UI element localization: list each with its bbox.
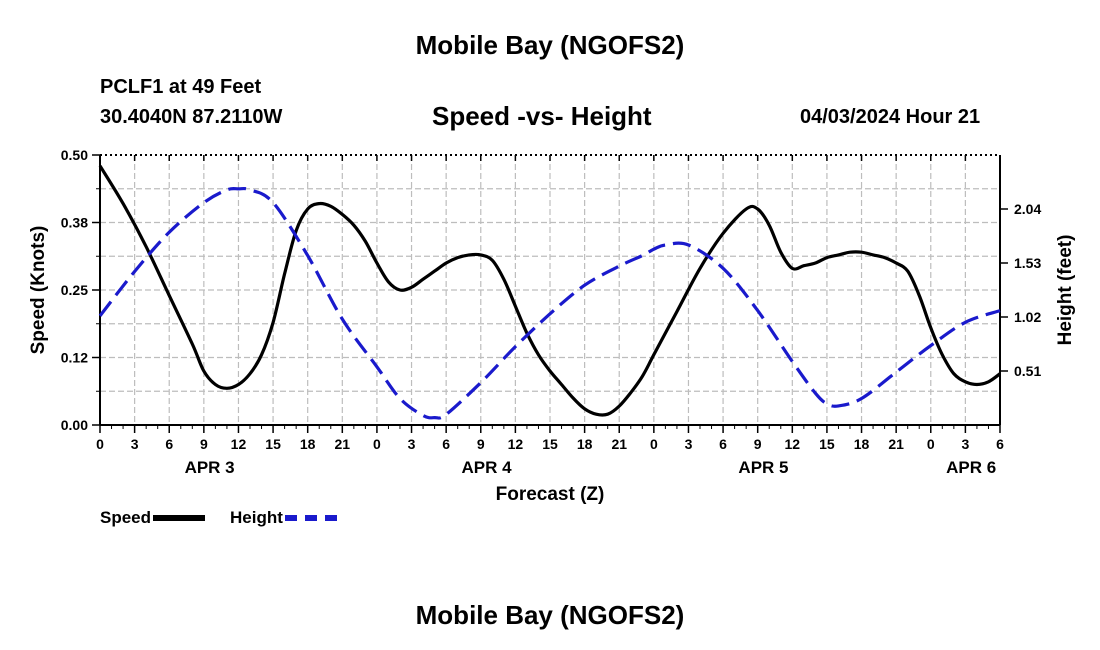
x-tick-label: 21 [611, 436, 627, 452]
x-tick-label: 3 [131, 436, 139, 452]
x-tick-label: 12 [231, 436, 247, 452]
y2-tick-label: 0.51 [1014, 363, 1041, 379]
y2-axis-title: Height (feet) [1055, 235, 1076, 346]
x-tick-label: 15 [265, 436, 281, 452]
legend-height: Height [230, 508, 337, 528]
day-label: APR 6 [946, 458, 996, 477]
x-tick-label: 15 [542, 436, 558, 452]
x-tick-label: 9 [200, 436, 208, 452]
x-tick-label: 3 [408, 436, 416, 452]
x-tick-label: 0 [96, 436, 104, 452]
chart-title: Mobile Bay (NGOFS2) [415, 30, 685, 60]
height-series-line [98, 186, 1001, 420]
speed-height-chart: 0 3 6 9 12 15 18 21 0 3 6 9 12 15 18 21 0 3 6 9 12 15 18 21 0 3 6 0… [28, 147, 1076, 505]
y2-tick-label: 1.02 [1014, 309, 1041, 325]
legend-height-swatch [284, 515, 337, 521]
day-label: APR 4 [461, 458, 512, 477]
station-label: PCLF1 at 49 Feet [100, 76, 262, 98]
grid-lines [100, 155, 1000, 425]
y-tick-label: 0.25 [61, 282, 88, 298]
x-tick-label: 12 [508, 436, 524, 452]
x-tick-label: 6 [165, 436, 173, 452]
axis-labels: 0 3 6 9 12 15 18 21 0 3 6 9 12 15 18 21 0 3 6 9 12 15 18 21 0 3 6 0… [28, 147, 1076, 505]
y-tick-label: 0.38 [61, 215, 88, 231]
y-tick-label: 0.00 [61, 417, 88, 433]
x-tick-label: 3 [961, 436, 969, 452]
y-tick-label: 0.12 [61, 350, 88, 366]
x-tick-label: 0 [650, 436, 658, 452]
y-tick-label: 0.50 [61, 147, 88, 163]
x-tick-label: 6 [996, 436, 1004, 452]
station-coordinates: 30.4040N 87.2110W [100, 106, 283, 128]
legend-height-label: Height [230, 508, 283, 527]
x-tick-label: 9 [477, 436, 485, 452]
y2-tick-label: 2.04 [1014, 201, 1041, 217]
legend-speed-swatch [153, 515, 206, 521]
forecast-datetime: 04/03/2024 Hour 21 [800, 106, 981, 128]
x-tick-label: 18 [300, 436, 316, 452]
legend-speed: Speed [100, 508, 206, 528]
speed-series-line [98, 164, 1001, 417]
x-tick-label: 18 [577, 436, 593, 452]
x-tick-label: 6 [719, 436, 727, 452]
day-label: APR 3 [185, 458, 235, 477]
day-label: APR 5 [738, 458, 788, 477]
chart-subtitle: Speed -vs- Height [432, 101, 652, 131]
y-axis-title: Speed (Knots) [28, 226, 49, 355]
chart-axes [92, 154, 1008, 433]
x-tick-label: 9 [754, 436, 762, 452]
x-tick-label: 21 [888, 436, 904, 452]
footer-title: Mobile Bay (NGOFS2) [415, 600, 685, 630]
x-tick-label: 3 [685, 436, 693, 452]
x-axis-title: Forecast (Z) [496, 484, 605, 505]
x-tick-label: 6 [442, 436, 450, 452]
legend-speed-label: Speed [100, 508, 152, 527]
x-tick-label: 0 [927, 436, 935, 452]
x-tick-label: 15 [819, 436, 835, 452]
chart-series [98, 164, 1001, 420]
y2-tick-label: 1.53 [1014, 255, 1041, 271]
x-tick-label: 12 [785, 436, 801, 452]
x-tick-label: 21 [335, 436, 351, 452]
x-tick-label: 18 [854, 436, 870, 452]
x-tick-label: 0 [373, 436, 381, 452]
